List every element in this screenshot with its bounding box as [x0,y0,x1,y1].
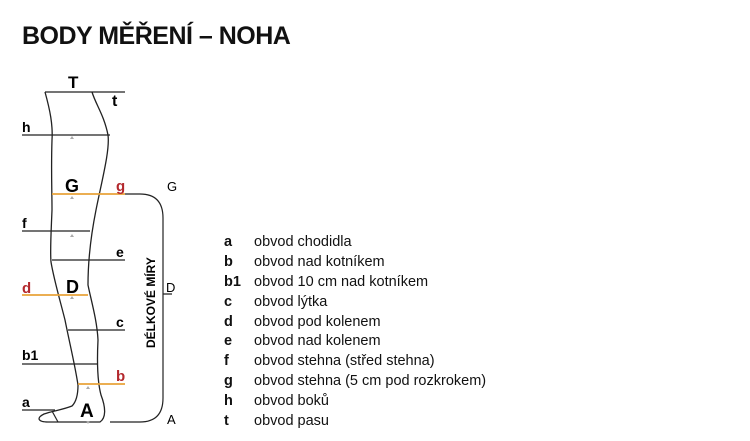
label-b1: b1 [22,347,39,363]
label-T: T [68,73,79,92]
label-G: G [65,176,79,196]
label-A: A [80,401,94,422]
bracket-label-G: G [167,179,177,194]
label-D: D [66,277,79,297]
legend-item: b1 obvod 10 cm nad kotníkem [224,274,429,290]
leg-outline [38,91,109,423]
label-f: f [22,215,27,231]
label-h: h [22,119,31,135]
legend-item: g obvod stehna (5 cm pod rozkrokem) [224,373,487,389]
legend-item: f obvod stehna (střed stehna) [224,353,435,369]
page-title: BODY MĚŘENÍ – NOHA [22,22,291,50]
highlight-lines [22,193,125,385]
foot-line [51,410,59,423]
legend-item: a obvod chodidla [224,234,352,250]
legend-item: b obvod nad kotníkem [224,254,385,270]
bracket-label-D: D [166,280,175,295]
bracket-label-A: A [167,412,176,427]
label-t: t [112,93,118,110]
length-measures-label: DÉLKOVÉ MÍRY [143,257,158,348]
label-a: a [22,394,30,410]
legend-item: c obvod lýtka [224,294,328,310]
length-bracket [110,193,172,423]
legend-item: d obvod pod kolenem [224,314,381,330]
legend-item: e obvod nad kolenem [224,333,381,349]
label-c: c [116,314,124,330]
arrow-markers [70,136,90,424]
legend-item: t obvod pasu [224,413,329,429]
label-e: e [116,244,124,260]
legend-item: h obvod boků [224,393,329,409]
label-d: d [22,280,31,297]
label-b: b [116,368,125,385]
label-g: g [116,178,125,195]
measure-lines [22,91,125,411]
